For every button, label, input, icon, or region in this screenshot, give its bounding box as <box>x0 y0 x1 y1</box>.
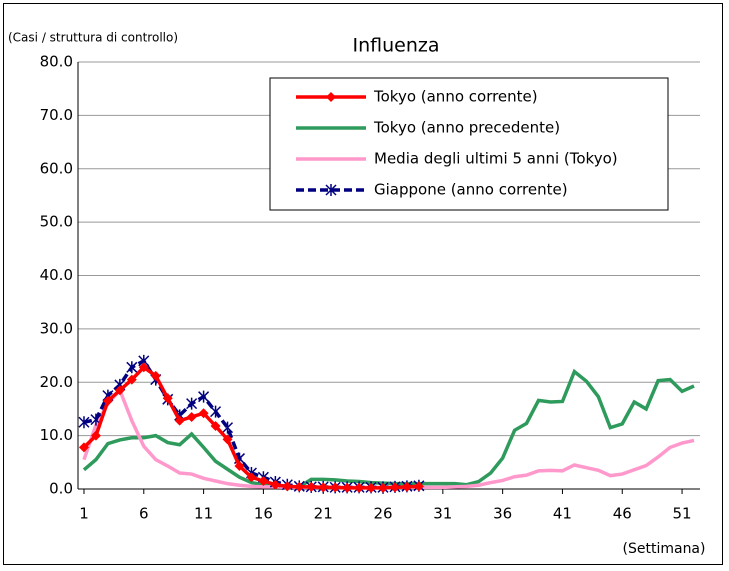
data-point <box>126 361 138 374</box>
x-tick-label: 26 <box>373 505 392 523</box>
legend-label: Tokyo (anno precedente) <box>373 119 560 137</box>
data-point <box>318 482 329 493</box>
data-point <box>198 408 209 419</box>
data-point <box>258 475 269 486</box>
data-point <box>306 481 317 492</box>
y-tick-label: 70.0 <box>40 106 73 124</box>
x-tick-label: 1 <box>79 505 89 523</box>
data-point <box>234 461 245 472</box>
data-point <box>210 405 222 418</box>
data-point <box>282 481 293 492</box>
x-tick-label: 31 <box>433 505 452 523</box>
x-tick-label: 11 <box>194 505 213 523</box>
x-tick-label: 16 <box>254 505 273 523</box>
data-point <box>174 415 185 426</box>
data-point <box>330 482 341 493</box>
data-point <box>102 395 113 406</box>
y-tick-label: 40.0 <box>40 266 73 284</box>
legend-marker <box>326 92 336 102</box>
y-tick-label: 20.0 <box>40 373 73 391</box>
y-tick-label: 10.0 <box>40 426 73 444</box>
data-point <box>198 390 210 403</box>
data-point <box>294 481 305 492</box>
y-tick-label: 60.0 <box>40 159 73 177</box>
series-line <box>82 368 695 489</box>
x-axis-label: (Settimana) <box>623 541 706 557</box>
data-point <box>222 434 233 445</box>
data-point <box>162 393 173 404</box>
chart-title: Influenza <box>352 35 439 57</box>
data-point <box>186 397 198 410</box>
data-point <box>90 430 101 441</box>
legend-label: Tokyo (anno corrente) <box>373 88 538 106</box>
x-tick-label: 51 <box>673 505 692 523</box>
data-point <box>401 481 412 492</box>
y-tick-label: 50.0 <box>40 213 73 231</box>
y-tick-label: 30.0 <box>40 319 73 337</box>
data-point <box>210 421 221 432</box>
x-tick-label: 46 <box>613 505 632 523</box>
data-point <box>366 482 377 493</box>
data-point <box>413 481 424 492</box>
x-tick-label: 36 <box>493 505 512 523</box>
y-axis-label: (Casi / struttura di controllo) <box>8 31 178 45</box>
data-point <box>78 442 89 453</box>
data-point <box>342 482 353 493</box>
legend-label: Giappone (anno corrente) <box>374 181 568 199</box>
x-tick-label: 6 <box>139 505 149 523</box>
legend-box <box>269 77 669 211</box>
data-point <box>354 482 365 493</box>
data-point <box>186 411 197 422</box>
x-tick-label: 41 <box>553 505 572 523</box>
data-point <box>246 472 257 483</box>
data-point <box>150 370 161 381</box>
data-point <box>270 479 281 490</box>
data-point <box>78 416 90 429</box>
x-tick-label: 21 <box>314 505 333 523</box>
data-point <box>126 374 137 385</box>
legend-label: Media degli ultimi 5 anni (Tokyo) <box>374 150 618 168</box>
data-point <box>389 482 400 493</box>
data-point <box>138 362 149 373</box>
y-tick-label: 0.0 <box>49 480 73 498</box>
data-point <box>114 385 125 396</box>
y-tick-label: 80.0 <box>40 53 73 71</box>
data-point <box>221 421 234 434</box>
data-point <box>378 482 389 493</box>
legend-marker <box>325 184 337 196</box>
